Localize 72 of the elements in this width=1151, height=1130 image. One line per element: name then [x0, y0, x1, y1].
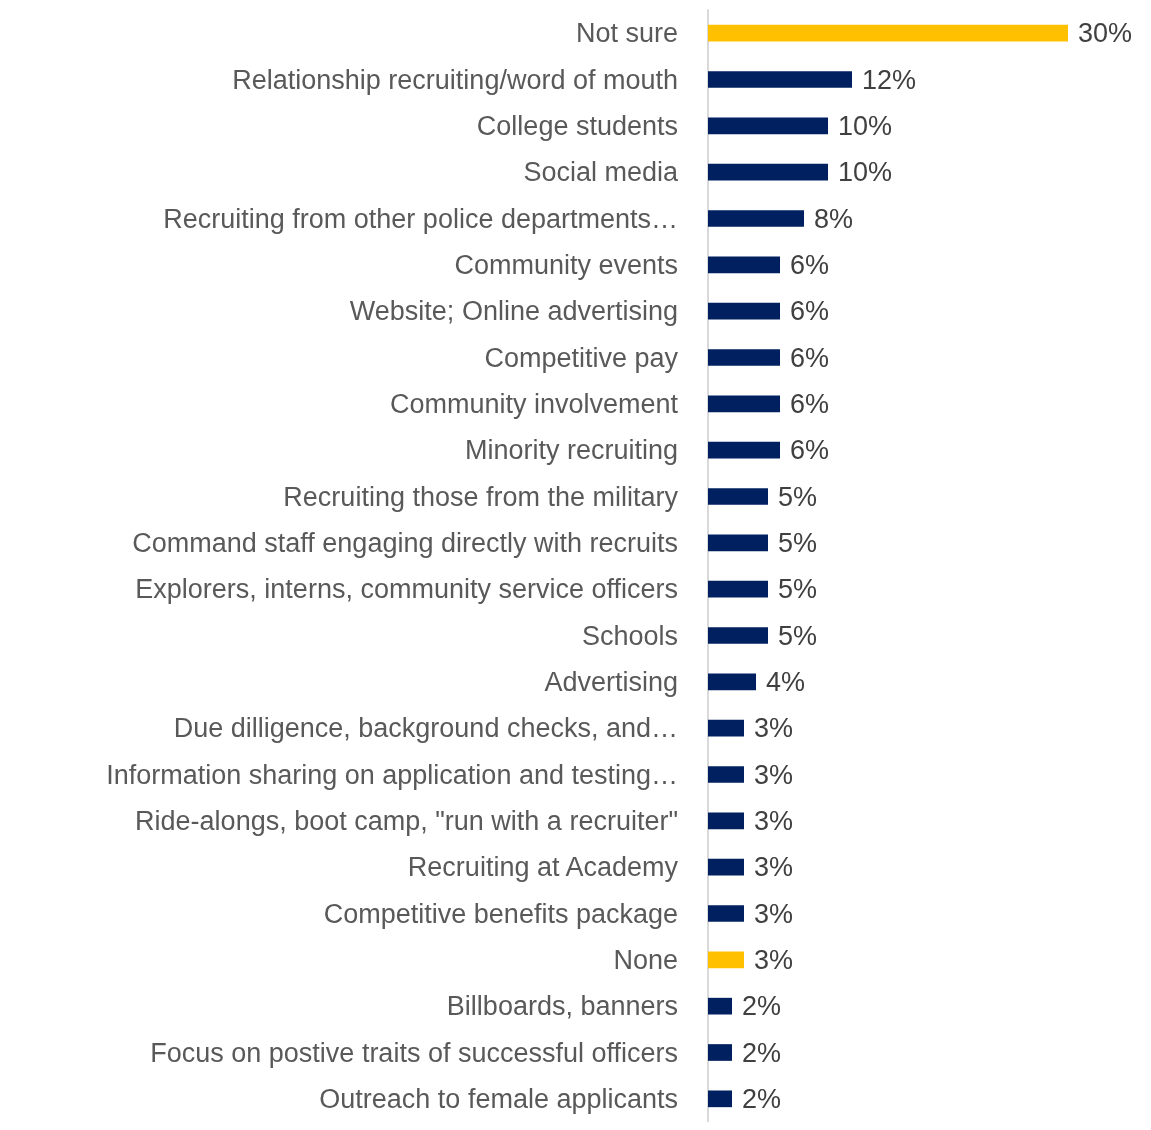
y-tick-label: Schools: [581, 620, 678, 651]
y-tick-label: Due dilligence, background checks, and…: [173, 713, 678, 744]
bar: [708, 1090, 732, 1108]
bar: [708, 24, 1068, 42]
bar: [708, 302, 780, 320]
y-tick-label: College students: [476, 110, 678, 141]
y-tick-label: Recruiting at Academy: [407, 852, 679, 883]
y-tick-label: Billboards, banners: [446, 991, 678, 1022]
data-label: 6%: [790, 249, 830, 280]
data-label: 6%: [790, 388, 830, 419]
y-tick-label: Relationship recruiting/word of mouth: [232, 64, 678, 95]
y-tick-label: Advertising: [544, 666, 678, 697]
data-label: 3%: [754, 759, 794, 790]
bar: [708, 673, 756, 691]
bar: [708, 997, 732, 1015]
data-label: 4%: [766, 666, 806, 697]
y-tick-label: Outreach to female applicants: [319, 1083, 678, 1114]
bar: [708, 441, 780, 459]
data-label: 6%: [790, 296, 830, 327]
y-tick-label: Command staff engaging directly with recruits: [132, 527, 678, 558]
bar: [708, 488, 768, 505]
bar: [708, 905, 744, 922]
bar: [708, 71, 852, 88]
data-label: 3%: [754, 713, 794, 744]
data-label: 5%: [778, 620, 818, 651]
data-label: 10%: [838, 110, 893, 141]
bar: [708, 395, 780, 413]
data-label: 5%: [778, 527, 818, 558]
y-tick-label: Community involvement: [389, 388, 679, 419]
bar: [708, 210, 804, 227]
y-tick-label: Competitive pay: [484, 342, 679, 373]
data-label: 6%: [790, 342, 830, 373]
data-label: 2%: [742, 1083, 782, 1114]
bar: [708, 534, 768, 552]
y-tick-label: Recruiting those from the military: [283, 481, 679, 512]
y-tick-label: Social media: [523, 157, 679, 188]
bar: [708, 580, 768, 598]
bar: [708, 117, 828, 135]
data-label: 10%: [838, 157, 893, 188]
data-label: 8%: [814, 203, 854, 234]
bar: [708, 719, 744, 737]
data-label: 6%: [790, 435, 830, 466]
bar: [708, 163, 828, 181]
data-label: 3%: [754, 944, 794, 975]
data-label: 5%: [778, 574, 818, 605]
data-label: 3%: [754, 898, 794, 929]
data-label: 5%: [778, 481, 818, 512]
y-tick-label: Ride-alongs, boot camp, "run with a recruiter": [135, 805, 678, 836]
y-tick-label: Website; Online advertising: [349, 296, 678, 327]
bar: [708, 812, 744, 830]
y-tick-label: Focus on postive traits of successful officers: [150, 1037, 678, 1068]
data-label: 30%: [1078, 18, 1133, 49]
data-label: 12%: [862, 64, 917, 95]
bar: [708, 349, 780, 366]
bar: [708, 627, 768, 644]
y-tick-label: Explorers, interns, community service officers: [135, 574, 678, 605]
y-tick-label: Community events: [454, 249, 678, 280]
y-tick-label: Competitive benefits package: [323, 898, 678, 929]
data-label: 2%: [742, 991, 782, 1022]
bar: [708, 766, 744, 783]
y-tick-label: None: [613, 944, 678, 975]
data-label: 3%: [754, 805, 794, 836]
y-tick-label: Recruiting from other police departments…: [163, 203, 678, 234]
y-tick-label: Information sharing on application and testing…: [106, 759, 678, 790]
bar: [708, 858, 744, 876]
y-tick-label: Minority recruiting: [464, 435, 678, 466]
bar: [708, 951, 744, 969]
data-label: 2%: [742, 1037, 782, 1068]
y-tick-label: Not sure: [575, 18, 678, 49]
data-label: 3%: [754, 852, 794, 883]
bar: [708, 256, 780, 274]
bar: [708, 1044, 732, 1061]
